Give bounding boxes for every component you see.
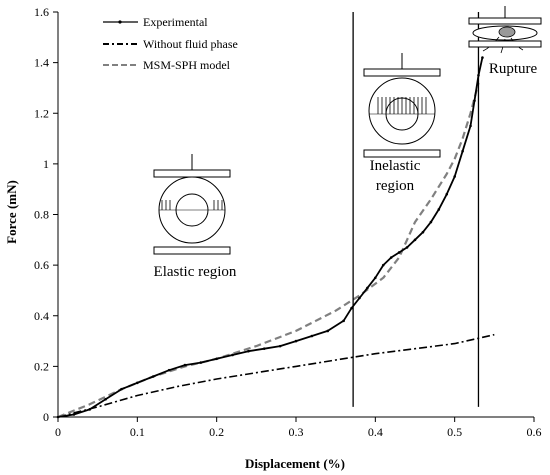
data-point-experimental <box>104 397 107 401</box>
y-tick-label: 0.8 <box>34 208 49 222</box>
data-point-experimental <box>445 192 449 196</box>
legend-item-msm-sph: MSM-SPH model <box>103 58 231 72</box>
y-tick-label: 1 <box>43 157 49 171</box>
data-point-experimental <box>358 296 361 300</box>
legend-label-msm-sph: MSM-SPH model <box>143 58 231 72</box>
y-tick-label: 1.6 <box>34 5 49 19</box>
x-tick-label: 0 <box>55 425 61 439</box>
y-tick-label: 0.2 <box>34 359 49 373</box>
data-point-experimental <box>326 329 330 333</box>
legend-item-experimental: Experimental <box>103 15 208 29</box>
data-point-experimental <box>247 349 250 353</box>
data-point-experimental <box>481 56 484 59</box>
legend-label-experimental: Experimental <box>143 15 208 29</box>
data-point-experimental <box>215 357 218 361</box>
data-point-experimental <box>473 99 476 102</box>
series-line-experimental <box>57 57 484 418</box>
axes: 0 0.1 0.2 0.3 0.4 0.5 0.6 0 0.2 0.4 0.6 0.8 1 1.2 1.4 1… <box>34 5 542 439</box>
data-point-experimental <box>72 413 76 416</box>
series-line-without-fluid-phase <box>57 333 495 418</box>
data-point-experimental <box>421 230 425 234</box>
data-point-experimental <box>453 175 456 178</box>
data-point-experimental <box>199 361 203 364</box>
data-point-experimental <box>469 124 472 128</box>
x-axis-title: Displacement (%) <box>245 456 345 471</box>
data-point-experimental <box>294 339 298 343</box>
data-point-experimental <box>429 220 433 224</box>
inelastic-region-label-line2: region <box>376 178 415 194</box>
data-point-experimental <box>366 286 369 290</box>
y-tick-label: 1.2 <box>34 106 49 120</box>
data-point-experimental <box>262 347 266 350</box>
data-point-experimental <box>136 381 139 385</box>
data-point-experimental <box>88 408 92 411</box>
x-tick-label: 0.1 <box>130 425 145 439</box>
elastic-region-label: Elastic region <box>154 264 237 280</box>
data-point-experimental <box>350 306 353 310</box>
y-tick-label: 0.6 <box>34 258 49 272</box>
x-tick-label: 0.4 <box>368 425 383 439</box>
y-tick-label: 0.4 <box>34 309 49 323</box>
x-tick-label: 0.2 <box>209 425 224 439</box>
x-tick-label: 0.5 <box>447 425 462 439</box>
x-tick-label: 0.6 <box>527 425 542 439</box>
rupture-label: Rupture <box>489 61 538 77</box>
x-tick-label: 0.3 <box>289 425 304 439</box>
data-point-experimental <box>437 208 441 211</box>
elastic-schematic-icon <box>153 154 231 255</box>
data-point-experimental <box>405 246 409 249</box>
data-point-experimental <box>183 363 187 367</box>
data-point-experimental <box>397 251 401 254</box>
region-divider-lines <box>352 12 480 407</box>
data-point-experimental <box>120 387 123 391</box>
y-axis-title: Force (mN) <box>4 180 19 244</box>
data-point-experimental <box>389 256 393 259</box>
legend-label-without-fluid: Without fluid phase <box>143 37 238 51</box>
data-point-experimental <box>231 353 234 357</box>
legend: Experimental Without fluid phase MSM-SPH… <box>95 10 255 74</box>
data-point-experimental <box>278 344 282 348</box>
data-point-experimental <box>381 263 385 267</box>
rupture-schematic-icon <box>468 6 542 54</box>
data-point-experimental <box>310 334 314 338</box>
series-line-msm-sph-model <box>57 82 480 419</box>
y-tick-label: 0 <box>43 410 49 424</box>
data-point-experimental <box>151 375 155 378</box>
y-tick-label: 1.4 <box>34 56 49 70</box>
inelastic-schematic-icon <box>363 53 441 158</box>
data-point-experimental <box>167 368 171 372</box>
legend-item-without-fluid: Without fluid phase <box>103 37 238 51</box>
data-point-experimental <box>413 238 417 242</box>
data-point-experimental <box>342 319 345 323</box>
data-point-experimental <box>374 276 377 280</box>
data-point-experimental <box>461 149 464 153</box>
inelastic-region-label-line1: Inelastic <box>370 158 421 174</box>
data-point-experimental <box>56 415 60 419</box>
